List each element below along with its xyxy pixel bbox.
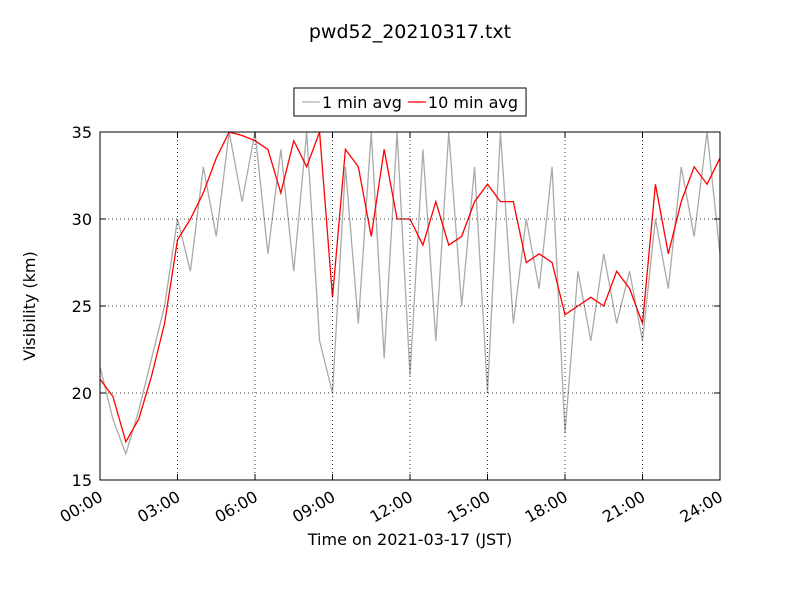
x-tick-label: 24:00 <box>677 487 726 527</box>
x-tick-label: 09:00 <box>289 487 338 527</box>
x-tick-label: 15:00 <box>444 487 493 527</box>
x-tick-label: 12:00 <box>367 487 416 527</box>
x-tick-label: 00:00 <box>57 487 106 527</box>
x-axis-label: Time on 2021-03-17 (JST) <box>307 530 512 549</box>
legend: 1 min avg 10 min avg <box>293 87 527 117</box>
series-line <box>100 132 720 456</box>
y-tick-label: 30 <box>72 210 92 229</box>
x-tick-label: 21:00 <box>599 487 648 527</box>
plot-area <box>100 132 720 456</box>
legend-label: 10 min avg <box>428 93 518 112</box>
x-tick-label: 03:00 <box>134 487 183 527</box>
y-axis-label: Visibility (km) <box>20 251 39 360</box>
y-tick-label: 15 <box>72 471 92 490</box>
x-tick-label: 06:00 <box>212 487 261 527</box>
series-line <box>100 132 720 444</box>
y-tick-label: 35 <box>72 123 92 142</box>
y-tick-label: 20 <box>72 384 92 403</box>
chart-title: pwd52_20210317.txt <box>309 21 511 43</box>
legend-label: 1 min avg <box>322 93 402 112</box>
y-tick-label: 25 <box>72 297 92 316</box>
x-tick-label: 18:00 <box>522 487 571 527</box>
